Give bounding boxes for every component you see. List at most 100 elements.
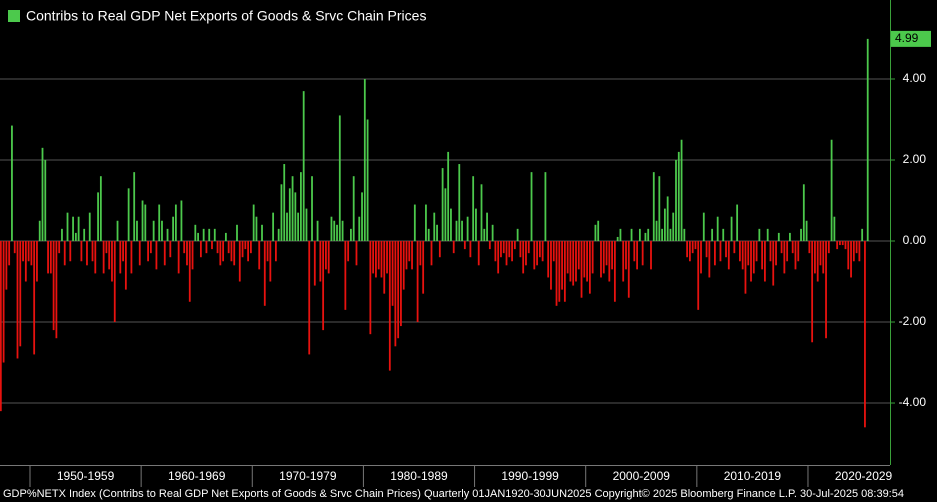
bar <box>641 241 644 266</box>
bar <box>172 216 174 242</box>
bar <box>397 241 400 339</box>
bar <box>483 228 486 242</box>
bar <box>341 220 344 242</box>
bar <box>394 241 397 347</box>
x-tick-label: 1950-1959 <box>57 469 115 483</box>
bar <box>480 184 483 242</box>
bar <box>174 204 177 242</box>
bar <box>519 241 522 258</box>
bar <box>691 241 694 254</box>
bar <box>819 241 822 266</box>
bar <box>622 241 625 282</box>
bar <box>108 241 111 270</box>
bar <box>283 164 286 242</box>
bar <box>297 212 300 242</box>
bar <box>444 188 447 242</box>
bar <box>97 192 99 242</box>
bar <box>358 216 361 242</box>
bar <box>2 241 5 363</box>
bar <box>422 241 425 294</box>
bar <box>102 241 105 274</box>
bar <box>558 241 561 302</box>
bar <box>866 38 869 242</box>
bar <box>647 228 650 242</box>
bar <box>136 220 138 242</box>
last-value-tag <box>891 30 931 47</box>
bar <box>0 241 2 412</box>
bar <box>716 216 719 242</box>
bar <box>386 241 388 274</box>
bar <box>41 147 44 242</box>
bar <box>408 241 411 262</box>
bar <box>594 224 597 242</box>
bar <box>155 241 158 270</box>
bar <box>652 172 655 242</box>
bar <box>286 212 288 242</box>
bar <box>475 208 477 242</box>
bar <box>147 241 149 262</box>
bar <box>238 241 241 282</box>
bar <box>708 241 711 278</box>
x-tick-label: 1970-1979 <box>279 469 337 483</box>
bar <box>644 232 647 242</box>
bar <box>547 241 550 278</box>
bar <box>249 241 252 254</box>
bar <box>52 241 55 331</box>
bar <box>369 241 372 335</box>
bar <box>180 200 183 242</box>
bar <box>538 241 541 258</box>
bar <box>436 224 438 242</box>
bar <box>336 224 338 242</box>
bar <box>158 204 161 242</box>
x-axis: 1950-1959 1960-1969 1970-1979 1980-1989 1990… <box>29 466 893 487</box>
bar <box>450 208 452 242</box>
bar <box>72 216 74 242</box>
bar <box>94 241 97 274</box>
bar <box>633 241 636 262</box>
bar <box>452 241 455 254</box>
x-tick-label: 1980-1989 <box>390 469 448 483</box>
bar <box>611 241 613 270</box>
bar <box>16 241 19 359</box>
bar <box>36 241 38 282</box>
bar <box>227 241 230 254</box>
bar <box>402 241 405 290</box>
bar <box>391 241 394 306</box>
bar <box>152 220 155 242</box>
bar <box>638 228 641 242</box>
bar <box>325 241 327 270</box>
bar <box>736 204 739 242</box>
bar <box>780 241 783 254</box>
bar <box>77 216 80 242</box>
bar <box>608 241 611 282</box>
bar <box>24 241 27 282</box>
bar <box>383 241 386 294</box>
bar <box>630 228 633 242</box>
bar <box>844 241 847 250</box>
bar <box>105 241 108 254</box>
bar <box>777 232 780 242</box>
bar <box>88 212 91 242</box>
bar <box>116 220 119 242</box>
bar <box>616 236 619 242</box>
bar <box>22 241 24 262</box>
bar <box>666 196 669 242</box>
bar <box>722 228 725 242</box>
bar <box>316 220 319 242</box>
bar <box>513 241 516 250</box>
bar <box>163 241 166 266</box>
bar <box>655 220 658 242</box>
bar <box>280 184 283 242</box>
bar <box>338 115 341 242</box>
bar <box>458 164 461 242</box>
bar <box>572 241 575 286</box>
bar <box>525 241 527 266</box>
bar <box>680 139 683 242</box>
bar <box>569 241 572 282</box>
bar <box>516 228 519 242</box>
bar <box>83 228 86 242</box>
bar <box>511 241 513 262</box>
legend-swatch <box>8 10 20 22</box>
bar <box>380 241 383 278</box>
